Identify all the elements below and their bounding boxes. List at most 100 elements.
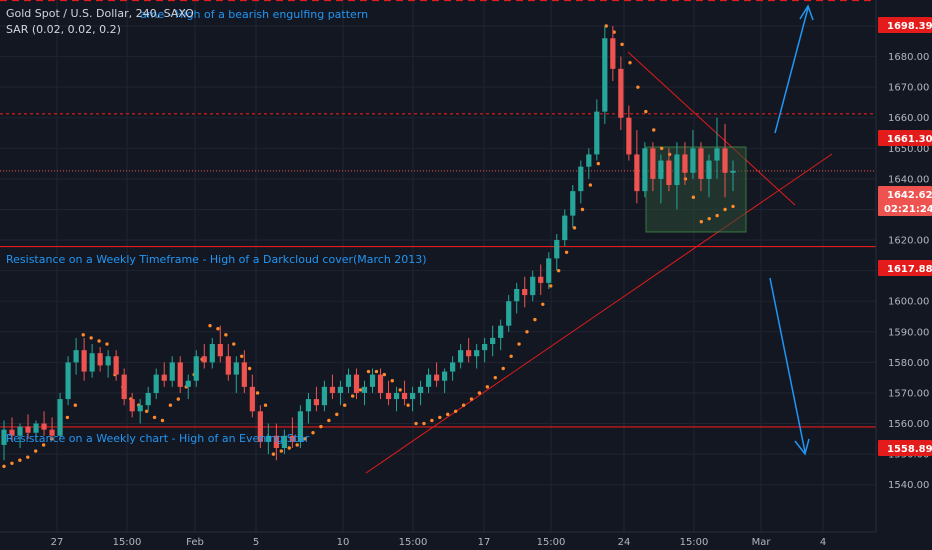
annotation-middle: Resistance on a Weekly Timeframe - High … — [6, 253, 427, 266]
candle-body — [385, 392, 392, 400]
down-arrow-icon — [794, 438, 810, 456]
price-tick-label: 1580.00 — [888, 358, 929, 369]
candle-body — [482, 344, 488, 351]
horizontal-levels — [0, 0, 876, 428]
sar-dot — [240, 354, 244, 358]
sar-dot — [287, 446, 291, 450]
price-tick-label: 1590.00 — [888, 327, 929, 338]
candle-body — [153, 374, 159, 393]
candle-body — [73, 350, 79, 363]
candle-body — [666, 160, 672, 186]
candle-body — [225, 356, 231, 375]
time-tick-label: 15:00 — [537, 537, 566, 548]
sar-dot — [572, 226, 577, 230]
candle-body — [506, 301, 512, 326]
candle-body — [273, 435, 279, 449]
sar-dot — [406, 403, 410, 407]
symbol-title: Gold Spot / U.S. Dollar, 240, SAXO — [6, 7, 194, 20]
sar-dot — [97, 339, 101, 343]
candle-body — [113, 356, 119, 375]
candle-body — [458, 350, 464, 363]
sar-dot — [247, 366, 252, 371]
time-axis[interactable] — [0, 532, 932, 550]
badge-1661-text: 1661.30 — [887, 134, 932, 145]
price-tick-label: 1600.00 — [888, 297, 929, 308]
sar-dot — [319, 424, 323, 429]
candle-body — [642, 148, 648, 192]
sar-dot — [564, 250, 569, 254]
sar-dot — [350, 394, 355, 398]
candle-body — [177, 362, 183, 387]
sar-dot — [453, 409, 458, 414]
sar-dot — [469, 397, 474, 401]
sar-dot — [541, 302, 545, 306]
sar-dot — [588, 183, 593, 187]
candle-body — [345, 374, 352, 387]
price-tick-label: 1670.00 — [888, 83, 929, 94]
price-tick-label: 1620.00 — [888, 236, 929, 247]
rising-trendline — [365, 153, 833, 474]
candle-body — [369, 374, 376, 387]
badge-current-text: 1642.62 — [887, 190, 932, 201]
sar-dot — [382, 372, 387, 377]
sar-dot — [461, 403, 466, 407]
sar-dot — [279, 449, 284, 453]
time-tick-label: 17 — [478, 537, 491, 548]
candle-body — [49, 429, 55, 436]
time-tick-label: 4 — [820, 537, 826, 548]
sar-dot — [144, 409, 149, 414]
candle-body — [121, 374, 127, 400]
sar-dot — [224, 333, 228, 337]
sar-dot — [390, 379, 394, 383]
sar-dot — [255, 391, 260, 395]
sar-dot — [152, 415, 157, 420]
projection-arrows — [769, 4, 814, 456]
annotation-bottom: Resistance on a Weekly chart - High of a… — [6, 432, 310, 445]
candle-body — [185, 380, 191, 387]
candle-body — [377, 374, 384, 393]
candle-body — [722, 148, 728, 173]
time-axis-ticks: 27 15:00 Feb 5 10 15:00 17 15:00 24 15:00 Mar 4 — [51, 537, 827, 548]
sar-dot — [366, 369, 371, 374]
candle-body — [81, 350, 87, 372]
sar-dot — [715, 213, 719, 218]
candle-body — [265, 435, 271, 442]
sar-dot — [160, 418, 165, 423]
sar-dot — [168, 403, 173, 407]
sar-dot — [731, 204, 735, 209]
candlesticks — [1, 26, 736, 461]
candle-body — [730, 170, 736, 173]
candle-body — [474, 350, 480, 357]
candle-body — [161, 374, 167, 381]
sar-dot — [644, 109, 648, 114]
sar-dot — [525, 330, 529, 334]
candle-body — [658, 160, 664, 179]
sar-dot — [232, 342, 236, 346]
sar-dot — [303, 437, 307, 441]
sar-dot — [263, 403, 268, 407]
sar-dot — [73, 403, 78, 407]
sar-dot — [533, 317, 537, 322]
sar-dot — [105, 342, 109, 346]
candle-body — [682, 154, 688, 173]
sar-dot — [556, 268, 561, 273]
candle-body — [466, 350, 472, 357]
sar-dot — [723, 207, 727, 212]
candle-body — [137, 405, 143, 412]
candle-body — [522, 288, 528, 296]
candle-body — [241, 362, 247, 387]
badge-1661-bg — [878, 130, 932, 146]
sar-dot — [707, 216, 711, 221]
candle-body — [714, 148, 720, 161]
candle-body — [193, 356, 199, 381]
candle-body — [217, 344, 223, 357]
sar-dot — [493, 375, 497, 380]
sar-dot — [699, 220, 704, 224]
sar-dot — [414, 421, 418, 426]
candle-body — [602, 38, 608, 112]
candle-body — [169, 362, 175, 381]
sar-dot — [580, 207, 585, 212]
candle-body — [105, 356, 111, 366]
